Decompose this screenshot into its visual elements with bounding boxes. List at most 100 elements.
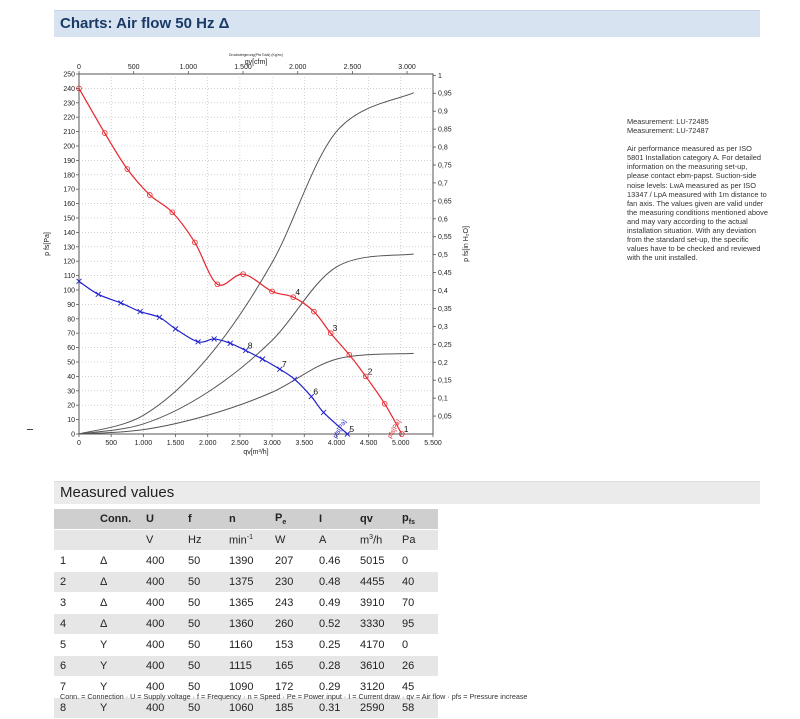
- x-tick-label: 5.000: [392, 440, 410, 447]
- table-cell: 5: [54, 635, 94, 656]
- right-tick-label: 0,75: [438, 162, 452, 169]
- unit-cell: min-1: [223, 530, 269, 551]
- table-cell: 50: [182, 593, 223, 614]
- table-cell: 0: [396, 551, 438, 572]
- table-cell: 50: [182, 614, 223, 635]
- table-cell: 4455: [354, 572, 396, 593]
- series-marker-x: [118, 300, 124, 306]
- x-axis-title: qv[m³/h]: [243, 449, 268, 456]
- y-tick-label: 230: [63, 100, 75, 107]
- measured-values-header: Measured values: [54, 481, 760, 504]
- series-marker-x: [211, 336, 217, 342]
- table-cell: Y: [94, 677, 140, 698]
- y-tick-label: 250: [63, 72, 75, 79]
- y-tick-label: 150: [63, 216, 75, 223]
- right-tick-label: 0,15: [438, 378, 452, 385]
- table-cell: 50: [182, 572, 223, 593]
- right-tick-label: 0,95: [438, 91, 452, 98]
- series-marker-x: [276, 366, 283, 373]
- table-cell: 172: [269, 677, 313, 698]
- unit-cell: m3/h: [354, 530, 396, 551]
- y-tick-label: 60: [67, 345, 75, 352]
- right-tick-label: 0,9: [438, 109, 448, 116]
- table-cell: 0.46: [313, 551, 354, 572]
- column-header: [54, 509, 94, 530]
- table-cell: 165: [269, 656, 313, 677]
- table-cell: Y: [94, 635, 140, 656]
- table-cell: 243: [269, 593, 313, 614]
- series-marker-circle: [214, 281, 221, 288]
- series-marker-circle: [76, 85, 82, 92]
- table-cell: 260: [269, 614, 313, 635]
- right-tick-label: 0,25: [438, 342, 452, 349]
- unit-cell: [94, 530, 140, 551]
- series-marker-circle: [381, 400, 388, 407]
- table-cell: 3610: [354, 656, 396, 677]
- top-tick-label: 500: [128, 64, 140, 71]
- operating-point-label: 7: [282, 359, 287, 369]
- y-tick-label: 170: [63, 187, 75, 194]
- column-header: Pe: [269, 509, 313, 530]
- table-cell: 1390: [223, 551, 269, 572]
- table-cell: 3910: [354, 593, 396, 614]
- system-curve: [78, 253, 414, 435]
- y-tick-label: 180: [63, 172, 75, 179]
- x-tick-label: 1.000: [135, 440, 153, 447]
- table-cell: 4: [54, 614, 94, 635]
- x-tick-label: 0: [77, 440, 81, 447]
- table-cell: 0: [396, 635, 438, 656]
- table-cell: 4170: [354, 635, 396, 656]
- column-header: Conn.: [94, 509, 140, 530]
- column-header: pfs: [396, 509, 438, 530]
- table-cell: 3330: [354, 614, 396, 635]
- column-header: f: [182, 509, 223, 530]
- y-tick-label: 130: [63, 244, 75, 251]
- x-tick-label: 3.500: [296, 440, 314, 447]
- operating-point-label: 5: [349, 424, 354, 434]
- right-tick-label: 0,5: [438, 252, 448, 259]
- table-cell: 400: [140, 572, 182, 593]
- operating-point-label: 3: [333, 323, 338, 333]
- series-marker-x: [156, 314, 163, 321]
- column-header: qv: [354, 509, 396, 530]
- y-tick-label: 200: [63, 144, 75, 151]
- top-tick-label: 0: [77, 64, 81, 71]
- right-axis-title: p fs[in H₂O]: [463, 226, 470, 262]
- x-tick-label: 3.000: [263, 440, 281, 447]
- table-cell: Δ: [94, 593, 140, 614]
- charts-header: Charts: Air flow 50 Hz Δ: [54, 10, 760, 37]
- right-tick-label: 0,05: [438, 414, 452, 421]
- y-tick-label: 160: [63, 201, 75, 208]
- series-marker-x: [344, 431, 351, 437]
- unit-cell: W: [269, 530, 313, 551]
- y-tick-label: 110: [64, 273, 75, 280]
- air-flow-chart: 0 500 1.000 1.500 2.000 2.500 3.000 3.500 4.000 4…: [44, 53, 470, 456]
- table-cell: 185: [269, 698, 313, 719]
- series-line: [78, 88, 403, 435]
- right-tick-label: 0,8: [438, 145, 448, 152]
- y-tick-label: 120: [63, 259, 75, 266]
- series-marker-circle: [311, 308, 317, 315]
- x-tick-label: 5.500: [424, 440, 442, 447]
- table-cell: 1360: [223, 614, 269, 635]
- series-marker-circle: [398, 431, 405, 437]
- table-cell: 400: [140, 614, 182, 635]
- y-tick-label: 100: [63, 288, 75, 295]
- table-cell: Δ: [94, 614, 140, 635]
- table-cell: 1365: [223, 593, 269, 614]
- table-cell: 50: [182, 656, 223, 677]
- series-marker-circle: [362, 373, 369, 380]
- table-cell: 50: [182, 551, 223, 572]
- measurement-id-2: Measurement: LU-72487: [627, 126, 709, 136]
- table-cell: 3120: [354, 677, 396, 698]
- measurement-notes: Measurement: LU-72485 Measurement: LU-72…: [627, 117, 769, 271]
- series-marker-x: [320, 409, 327, 416]
- charts-title: Charts: Air flow 50 Hz Δ: [60, 15, 230, 32]
- table-cell: 50: [182, 677, 223, 698]
- table-cell: 0.49: [313, 593, 354, 614]
- table-cell: 207: [269, 551, 313, 572]
- right-tick-label: 0,7: [438, 180, 448, 187]
- table-cell: 400: [140, 635, 182, 656]
- table-row: 7 Y 400 50 1090 172 0.29 3120 45: [54, 677, 438, 698]
